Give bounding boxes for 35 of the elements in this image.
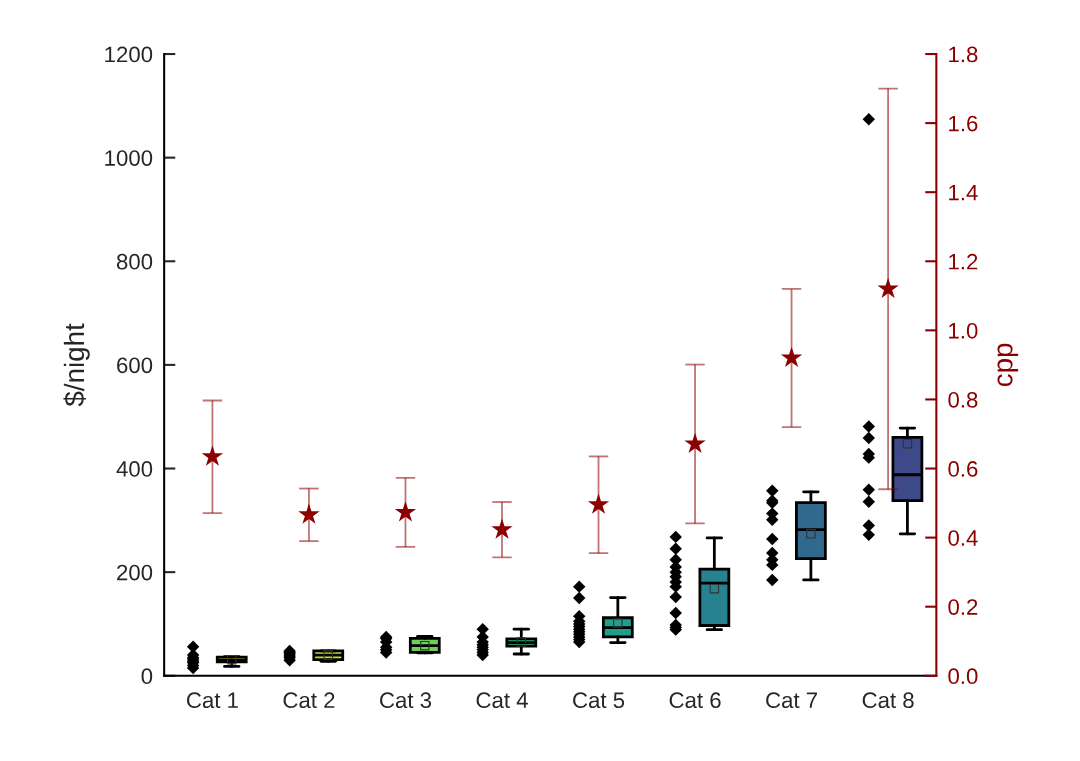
x-tick-label: Cat 8 <box>862 692 914 709</box>
y2-tick-label: 0.6 <box>948 461 978 477</box>
point <box>587 493 610 514</box>
y-tick-label: 1200 <box>105 46 153 63</box>
y-tick-label: 800 <box>116 253 153 270</box>
x-tick-label: Cat 4 <box>476 692 528 709</box>
y2-tick-label: 1.4 <box>949 184 978 201</box>
y2-tick-label: 1.6 <box>949 115 978 132</box>
y2-tick-label: 0.2 <box>948 599 978 615</box>
y2-tick-label: 0.4 <box>948 530 978 546</box>
y-tick-label: 200 <box>117 564 153 581</box>
x-tick-label: Cat 2 <box>283 692 335 709</box>
point <box>394 501 417 522</box>
point <box>684 432 706 454</box>
point <box>491 518 513 539</box>
y-tick-label: 600 <box>117 357 153 374</box>
y-tick-label: 1000 <box>105 150 153 166</box>
point <box>298 503 320 524</box>
x-tick-label: Cat 5 <box>573 692 625 709</box>
x-tick-label: Cat 1 <box>187 692 238 709</box>
y2-tick-label: 1.0 <box>949 322 978 339</box>
y2-axis-title: cpp <box>997 343 1019 387</box>
y2-tick-label: 1.8 <box>949 46 978 63</box>
x-tick-label: Cat 3 <box>380 692 432 709</box>
y2-tick-label: 0.8 <box>948 391 978 408</box>
y-axis-title: $/night <box>63 323 90 407</box>
y2-tick-label: 0.0 <box>948 668 978 685</box>
x-tick-label: Cat 7 <box>766 692 818 709</box>
y-tick-label: 400 <box>116 461 153 477</box>
point <box>877 277 899 298</box>
x-tick-label: Cat 6 <box>669 692 721 709</box>
y2-tick-label: 1.2 <box>949 253 978 270</box>
point <box>780 346 803 368</box>
y-tick-label: 0 <box>141 668 153 685</box>
point <box>201 445 224 466</box>
